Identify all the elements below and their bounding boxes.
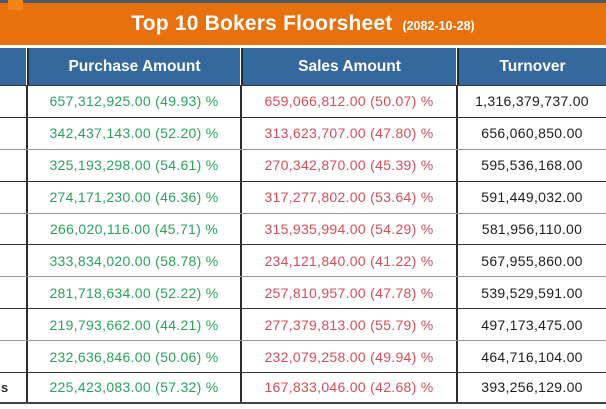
sales-amount-cell: 257,810,957.00 (47.78) % [240, 277, 456, 309]
purchase-amount-cell: 657,312,925.00 (49.93) % [26, 86, 240, 117]
broker-name-fragment [0, 277, 26, 308]
broker-name-fragment [0, 341, 26, 372]
table-row: 333,834,020.00 (58.78) % 234,121,840.00 (… [0, 244, 606, 277]
broker-name-fragment [0, 245, 26, 276]
sales-amount-cell: 270,342,870.00 (45.39) % [240, 149, 456, 181]
broker-name-fragment [0, 86, 26, 117]
purchase-amount-cell: 333,834,020.00 (58.78) % [26, 245, 240, 277]
purchase-amount-cell: 219,793,662.00 (44.21) % [26, 309, 240, 341]
table-header-row: Purchase Amount Sales Amount Turnover [0, 48, 606, 85]
sales-amount-cell: 659,066,812.00 (50.07) % [240, 86, 456, 117]
table-row: 657,312,925.00 (49.93) % 659,066,812.00 (… [0, 85, 606, 117]
sales-amount-cell: 234,121,840.00 (41.22) % [240, 245, 456, 277]
table-row: 281,718,634.00 (52.22) % 257,810,957.00 (… [0, 276, 606, 309]
page-title: Top 10 Bokers Floorsheet [131, 12, 393, 35]
turnover-cell: 393,256,129.00 [456, 373, 606, 402]
purchase-amount-cell: 232,636,846.00 (50.06) % [26, 341, 240, 373]
turnover-cell: 591,449,032.00 [456, 181, 606, 213]
table-row: 342,437,143.00 (52.20) % 313,623,707.00 (… [0, 116, 606, 149]
table-row: 219,793,662.00 (44.21) % 277,379,813.00 (… [0, 308, 606, 341]
purchase-amount-cell: 225,423,083.00 (57.32) % [26, 373, 240, 402]
broker-name-fragment [0, 118, 26, 149]
table-row: s 225,423,083.00 (57.32) % 167,833,046.00 … [0, 372, 606, 404]
turnover-cell: 595,536,168.00 [456, 149, 606, 181]
table-row: 232,636,846.00 (50.06) % 232,079,258.00 (… [0, 340, 606, 373]
table-row: 266,020,116.00 (45.71) % 315,935,994.00 (… [0, 212, 606, 245]
column-header-turnover: Turnover [457, 48, 606, 85]
window-top-edge [0, 0, 606, 3]
broker-name-fragment [0, 150, 26, 181]
sales-amount-cell: 232,079,258.00 (49.94) % [240, 341, 456, 373]
column-header-broker [0, 48, 26, 85]
broker-name-fragment [0, 214, 26, 245]
table-row: 325,193,298.00 (54.61) % 270,342,870.00 (… [0, 148, 606, 181]
column-header-purchase-amount: Purchase Amount [27, 48, 240, 85]
sales-amount-cell: 313,623,707.00 (47.80) % [240, 117, 456, 149]
broker-name-fragment: s [1, 379, 9, 395]
sales-amount-cell: 167,833,046.00 (42.68) % [240, 373, 456, 402]
title-date: (2082-10-28) [402, 19, 475, 33]
title-bar: Top 10 Bokers Floorsheet (2082-10-28) [0, 3, 606, 45]
table-body: 657,312,925.00 (49.93) % 659,066,812.00 (… [0, 85, 606, 404]
sales-amount-cell: 277,379,813.00 (55.79) % [240, 309, 456, 341]
turnover-cell: 464,716,104.00 [456, 341, 606, 373]
turnover-cell: 497,173,475.00 [456, 309, 606, 341]
orange-corner-tab [8, 0, 23, 10]
broker-name-fragment [0, 182, 26, 213]
turnover-cell: 1,316,379,737.00 [456, 86, 606, 117]
turnover-cell: 656,060,850.00 [456, 117, 606, 149]
purchase-amount-cell: 266,020,116.00 (45.71) % [26, 213, 240, 245]
turnover-cell: 581,956,110.00 [456, 213, 606, 245]
sales-amount-cell: 315,935,994.00 (54.29) % [240, 213, 456, 245]
turnover-cell: 539,529,591.00 [456, 277, 606, 309]
purchase-amount-cell: 325,193,298.00 (54.61) % [26, 149, 240, 181]
purchase-amount-cell: 342,437,143.00 (52.20) % [26, 117, 240, 149]
turnover-cell: 567,955,860.00 [456, 245, 606, 277]
sales-amount-cell: 317,277,802.00 (53.64) % [240, 181, 456, 213]
table-row: 274,171,230.00 (46.36) % 317,277,802.00 (… [0, 180, 606, 213]
purchase-amount-cell: 274,171,230.00 (46.36) % [26, 181, 240, 213]
purchase-amount-cell: 281,718,634.00 (52.22) % [26, 277, 240, 309]
column-header-sales-amount: Sales Amount [241, 48, 456, 85]
broker-name-fragment [0, 309, 26, 340]
